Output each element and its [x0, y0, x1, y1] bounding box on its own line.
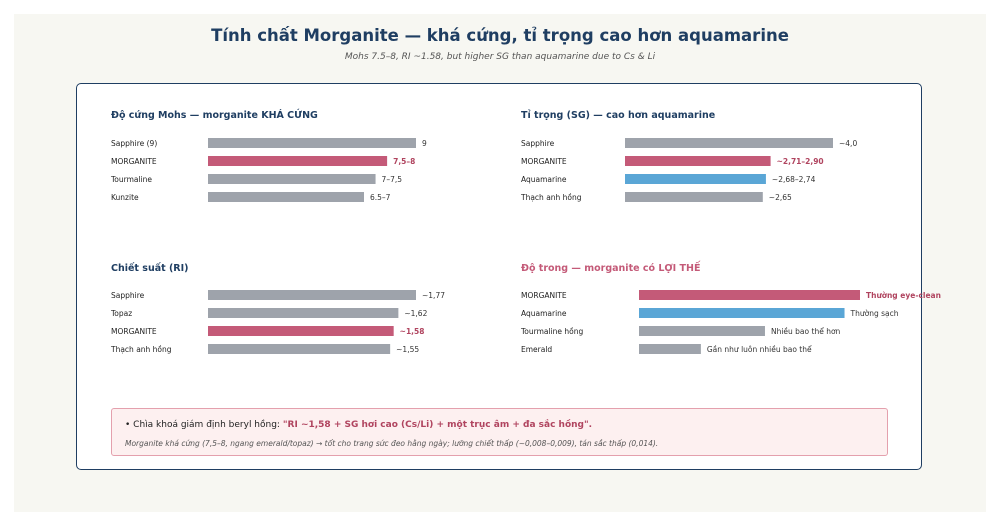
panel-title: Tỉ trọng (SG) — cao hơn aquamarine	[521, 110, 715, 121]
value-label: Thường eye-clean	[866, 291, 941, 300]
value-label: ~1,55	[396, 345, 419, 354]
value-label: 9	[422, 139, 427, 148]
category-label: Kunzite	[111, 193, 139, 202]
category-label: Sapphire (9)	[111, 139, 157, 148]
category-label: Tourmaline	[110, 175, 152, 184]
category-label: MORGANITE	[111, 327, 157, 336]
bar	[639, 344, 701, 354]
category-label: Sapphire	[111, 291, 145, 300]
value-label: Gần như luôn nhiều bao thể	[707, 345, 812, 354]
value-label: ~2,68–2,74	[772, 175, 816, 184]
category-label: Thạch anh hồng	[110, 345, 172, 354]
value-label: Nhiều bao thể hơn	[771, 327, 841, 336]
note-sub-text: Morganite khá cứng (7,5–8, ngang emerald…	[125, 439, 659, 448]
bar	[208, 326, 394, 336]
bar	[208, 174, 376, 184]
bar	[208, 192, 364, 202]
category-label: Thạch anh hồng	[520, 193, 582, 202]
panel-title: Độ trong — morganite có LỢI THẾ	[521, 261, 701, 274]
key-note-box: • Chìa khoá giám định beryl hồng: "RI ~1…	[111, 408, 888, 456]
category-label: Sapphire	[521, 139, 555, 148]
category-label: MORGANITE	[521, 291, 567, 300]
value-label: ~1,62	[404, 309, 427, 318]
value-label: 6.5–7	[370, 193, 391, 202]
value-label: 7–7,5	[382, 175, 403, 184]
category-label: Tourmaline hồng	[520, 327, 584, 336]
bar	[208, 308, 399, 318]
page-subtitle: Mohs 7.5–8, RI ~1.58, but higher SG than…	[344, 52, 656, 62]
bar	[208, 156, 388, 166]
value-label: ~1,77	[422, 291, 445, 300]
bar	[625, 138, 833, 148]
category-label: MORGANITE	[521, 157, 567, 166]
value-label: ~2,65	[769, 193, 792, 202]
note-main-prefix: • Chìa khoá giám định beryl hồng:	[125, 420, 283, 430]
category-label: Aquamarine	[521, 309, 567, 318]
panel-title: Chiết suất (RI)	[111, 263, 189, 274]
bar	[625, 156, 771, 166]
note-main-text: • Chìa khoá giám định beryl hồng: "RI ~1…	[125, 420, 592, 430]
bar	[639, 326, 765, 336]
value-label: ~4,0	[839, 139, 857, 148]
note-main-highlight: "RI ~1,58 + SG hơi cao (Cs/Li) + một trụ…	[282, 420, 593, 430]
bar	[639, 290, 860, 300]
value-label: ~1,58	[400, 327, 425, 336]
category-label: Aquamarine	[521, 175, 567, 184]
value-label: Thường sạch	[850, 309, 899, 318]
bar	[625, 192, 763, 202]
value-label: ~2,71–2,90	[777, 157, 824, 166]
category-label: MORGANITE	[111, 157, 157, 166]
bar	[208, 138, 416, 148]
bar	[639, 308, 845, 318]
panel-title: Độ cứng Mohs — morganite KHÁ CỨNG	[111, 109, 318, 121]
page-title: Tính chất Morganite — khá cứng, tỉ trọng…	[211, 26, 789, 45]
category-label: Topaz	[110, 309, 132, 318]
category-label: Emerald	[521, 345, 552, 354]
bar	[208, 344, 391, 354]
bar	[208, 290, 416, 300]
bar	[625, 174, 766, 184]
value-label: 7,5–8	[393, 157, 415, 166]
